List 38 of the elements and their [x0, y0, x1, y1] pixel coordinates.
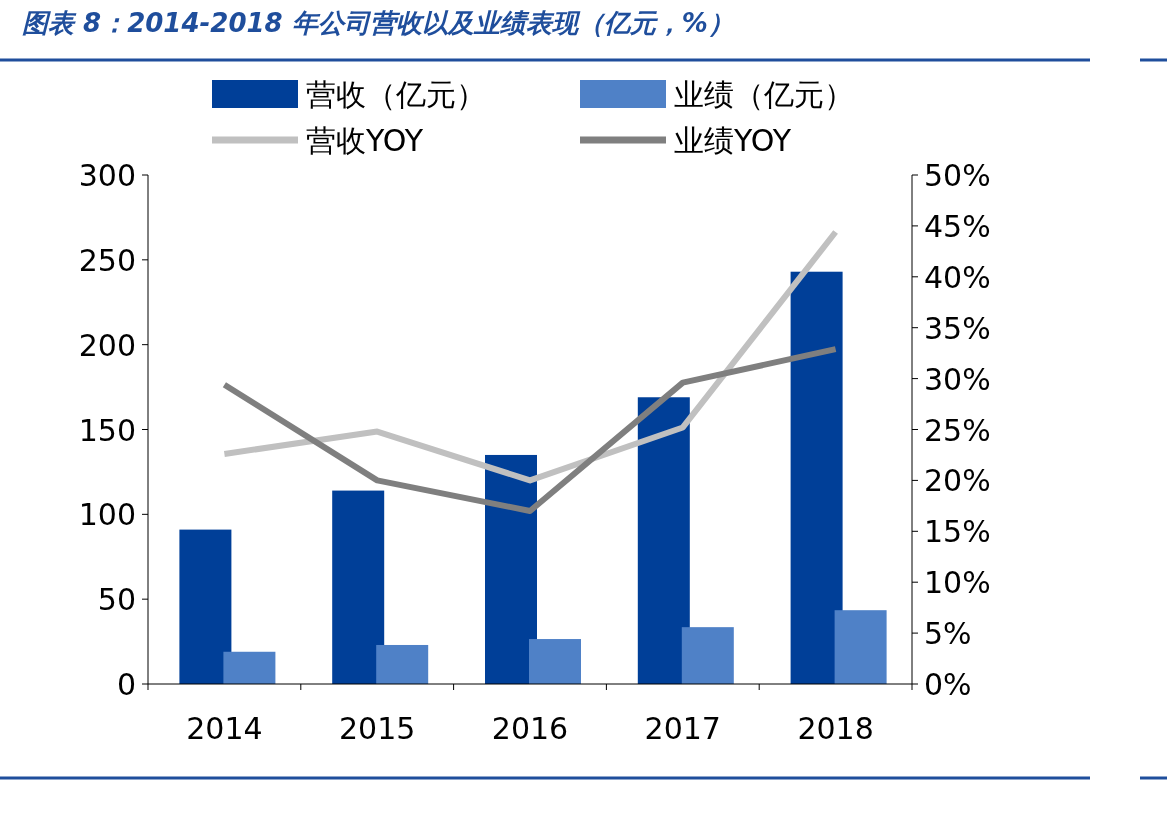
- bar: [332, 490, 385, 684]
- bar: [637, 397, 690, 684]
- legend-label: 业绩（亿元）: [674, 77, 854, 112]
- x-tick-label: 2014: [186, 711, 263, 746]
- bar: [790, 271, 843, 684]
- y2-tick-label: 50%: [924, 158, 991, 193]
- x-tick-label: 2018: [797, 711, 874, 746]
- y-tick-label: 200: [78, 327, 136, 363]
- bar: [485, 454, 537, 684]
- bar: [681, 627, 734, 684]
- y-tick-label: 250: [78, 242, 136, 278]
- y2-tick-label: 5%: [924, 616, 972, 652]
- legend-label: 营收（亿元）: [306, 77, 486, 112]
- title: 图表 8：2014-2018 年公司营收以及业绩表现（亿元，%）: [22, 8, 734, 38]
- y-tick-label: 0: [116, 667, 136, 702]
- y2-tick-label: 35%: [924, 310, 991, 346]
- y2-tick-label: 0%: [924, 667, 972, 702]
- y2-tick-label: 45%: [924, 208, 991, 244]
- y2-tick-label: 25%: [924, 412, 991, 448]
- y2-tick-label: 40%: [924, 259, 991, 295]
- y2-tick-label: 15%: [924, 514, 991, 550]
- bar: [376, 644, 429, 684]
- y-tick-label: 150: [78, 412, 136, 448]
- y2-tick-label: 30%: [924, 361, 991, 397]
- bar: [834, 610, 887, 684]
- y2-tick-label: 20%: [924, 463, 991, 499]
- bar: [529, 639, 581, 684]
- y-tick-label: 100: [78, 497, 136, 533]
- bar: [223, 651, 276, 684]
- bar: [179, 529, 232, 684]
- x-tick-label: 2016: [491, 711, 569, 746]
- y-tick-label: 50: [97, 582, 136, 618]
- legend-label: 业绩YOY: [674, 123, 792, 158]
- legend-label: 营收YOY: [306, 123, 424, 158]
- x-tick-label: 2015: [339, 711, 416, 746]
- x-tick-label: 2017: [644, 711, 721, 746]
- y-tick-label: 300: [78, 158, 136, 193]
- y2-tick-label: 10%: [924, 565, 991, 601]
